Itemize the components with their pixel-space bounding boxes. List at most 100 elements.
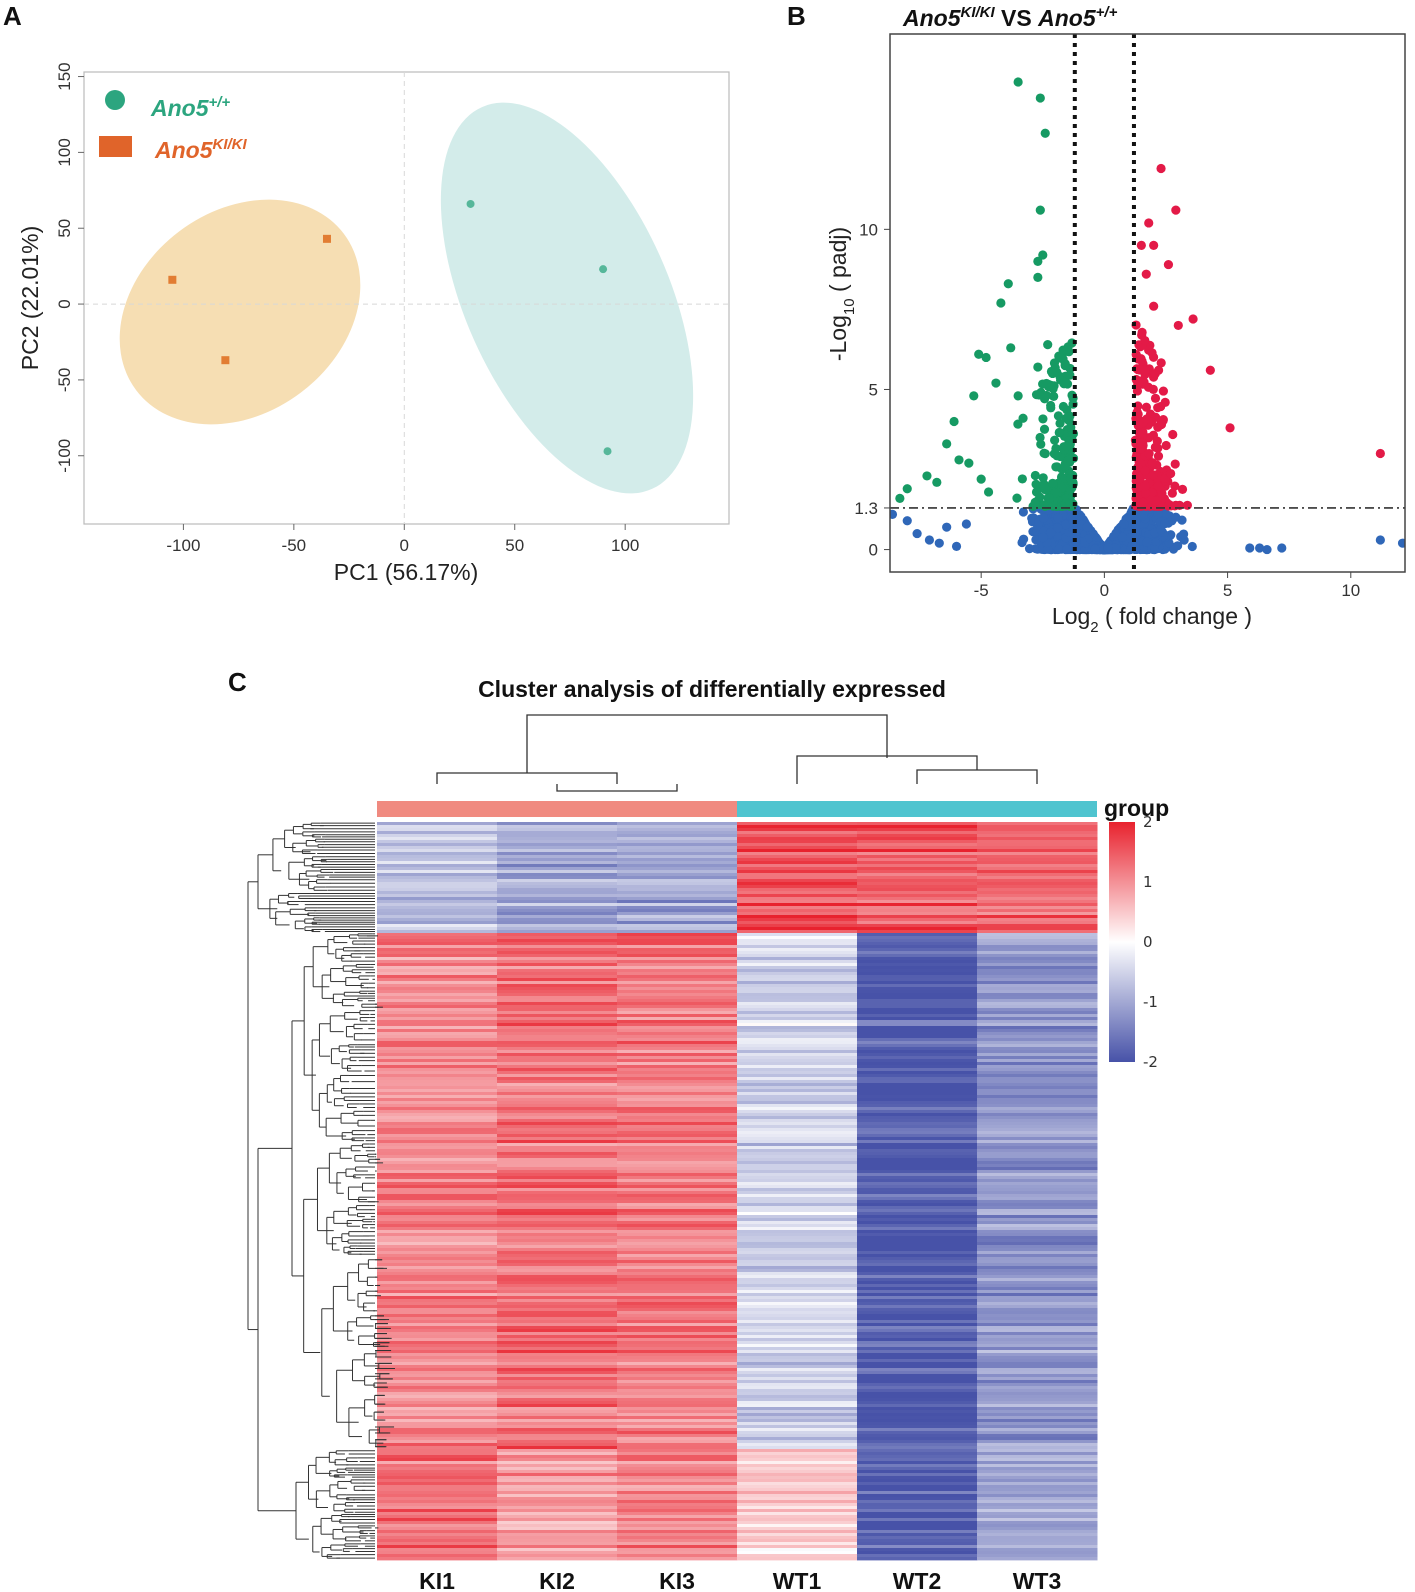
heatmap-cell — [377, 1308, 498, 1312]
heatmap-cell — [737, 1245, 858, 1249]
volcano-point-down — [1058, 401, 1068, 412]
heatmap-cell — [857, 1209, 978, 1213]
volcano-point-ns — [1153, 509, 1163, 519]
heatmap-cell — [977, 1017, 1098, 1021]
heatmap-cell — [737, 1050, 858, 1054]
heatmap-cell — [737, 1080, 858, 1084]
heatmap-cell — [377, 1212, 498, 1216]
heatmap-cell — [737, 1419, 858, 1423]
heatmap-cell — [857, 1035, 978, 1039]
heatmap-cell — [617, 1458, 738, 1462]
heatmap-cell — [377, 912, 498, 916]
heatmap-cell — [497, 1518, 618, 1522]
heatmap-cell — [377, 1263, 498, 1267]
heatmap-cell — [857, 1239, 978, 1243]
heatmap-cell — [737, 1284, 858, 1288]
heatmap-cell — [857, 1521, 978, 1525]
volcano-point-down — [1054, 427, 1064, 438]
heatmap-cell — [617, 1041, 738, 1045]
heatmap-cell — [377, 1503, 498, 1507]
heatmap-cell — [977, 1359, 1098, 1363]
heatmap-cell — [857, 846, 978, 850]
heatmap-cell — [977, 915, 1098, 919]
heatmap-cell — [377, 1407, 498, 1411]
heatmap-cell — [977, 1068, 1098, 1072]
heatmap-cell — [617, 1521, 738, 1525]
heatmap-cell — [497, 1341, 618, 1345]
heatmap-cell — [497, 1095, 618, 1099]
heatmap-cell — [617, 1497, 738, 1501]
heatmap-cell — [497, 1041, 618, 1045]
heatmap-cell — [977, 936, 1098, 940]
heatmap-cell — [377, 1161, 498, 1165]
heatmap-cell — [857, 1191, 978, 1195]
volcano-point-ns — [1117, 532, 1128, 542]
heatmap-cell — [617, 987, 738, 991]
heatmap-cell — [377, 834, 498, 838]
volcano-point-up — [1167, 488, 1177, 498]
heatmap-cell — [977, 1443, 1098, 1447]
heatmap-cell — [377, 1182, 498, 1186]
heatmap-cell — [737, 948, 858, 952]
volcano-title: Ano5KI/KI VS Ano5+/+ — [902, 4, 1118, 31]
heatmap-cell — [857, 1137, 978, 1141]
heatmap-cell — [497, 1014, 618, 1018]
heatmap-cell — [737, 1551, 858, 1555]
heatmap-cell — [377, 957, 498, 961]
heatmap-cell — [377, 1245, 498, 1249]
heatmap-cell — [617, 1485, 738, 1489]
heatmap-cell — [737, 1026, 858, 1030]
volcano-point-up — [1136, 240, 1146, 250]
heatmap-cell — [977, 1167, 1098, 1171]
volcano-point-down — [1049, 391, 1059, 402]
heatmap-cell — [977, 882, 1098, 886]
heatmap-cell — [497, 849, 618, 853]
heatmap-cell — [737, 1041, 858, 1045]
heatmap-cell — [377, 1209, 498, 1213]
heatmap-cell — [857, 1461, 978, 1465]
heatmap-cell — [377, 1491, 498, 1495]
heatmap-cell — [977, 924, 1098, 928]
heatmap-cell — [857, 1401, 978, 1405]
heatmap-cell — [857, 1179, 978, 1183]
heatmap-cell — [497, 969, 618, 973]
heatmap-cell — [617, 1098, 738, 1102]
heatmap-cell — [977, 900, 1098, 904]
heatmap-cell — [497, 852, 618, 856]
heatmap-cell — [617, 1104, 738, 1108]
heatmap-cell — [977, 1044, 1098, 1048]
heatmap-cell — [617, 1440, 738, 1444]
heatmap-cell — [377, 1035, 498, 1039]
heatmap-cell — [497, 1269, 618, 1273]
heatmap-cell — [857, 1206, 978, 1210]
heatmap-cell — [377, 1260, 498, 1264]
volcano-point-up — [1153, 481, 1163, 491]
heatmap-cell — [377, 1242, 498, 1246]
heatmap-cell — [857, 1419, 978, 1423]
heatmap-cell — [857, 1398, 978, 1402]
heatmap-cell — [377, 1284, 498, 1288]
heatmap-cell — [857, 852, 978, 856]
heatmap-cell — [497, 1362, 618, 1366]
column-label-ki2: KI2 — [539, 1568, 575, 1592]
heatmap-cell — [737, 1536, 858, 1540]
heatmap-cell — [737, 1062, 858, 1066]
heatmap-cell — [497, 1314, 618, 1318]
heatmap-cell — [377, 1077, 498, 1081]
heatmap-cell — [857, 1002, 978, 1006]
heatmap-cell — [737, 1533, 858, 1537]
heatmap-cell — [857, 1176, 978, 1180]
heatmap-cell — [737, 1155, 858, 1159]
heatmap-cell — [737, 1032, 858, 1036]
heatmap-cell — [377, 1425, 498, 1429]
heatmap-cell — [377, 951, 498, 955]
heatmap-cell — [617, 1083, 738, 1087]
volcano-point-ns — [951, 541, 962, 551]
heatmap-cell — [857, 1482, 978, 1486]
heatmap-cell — [617, 1302, 738, 1306]
heatmap-cell — [497, 1272, 618, 1276]
heatmap-cell — [857, 1290, 978, 1294]
heatmap-cell — [977, 1284, 1098, 1288]
heatmap-cell — [377, 885, 498, 889]
heatmap-cell — [497, 993, 618, 997]
